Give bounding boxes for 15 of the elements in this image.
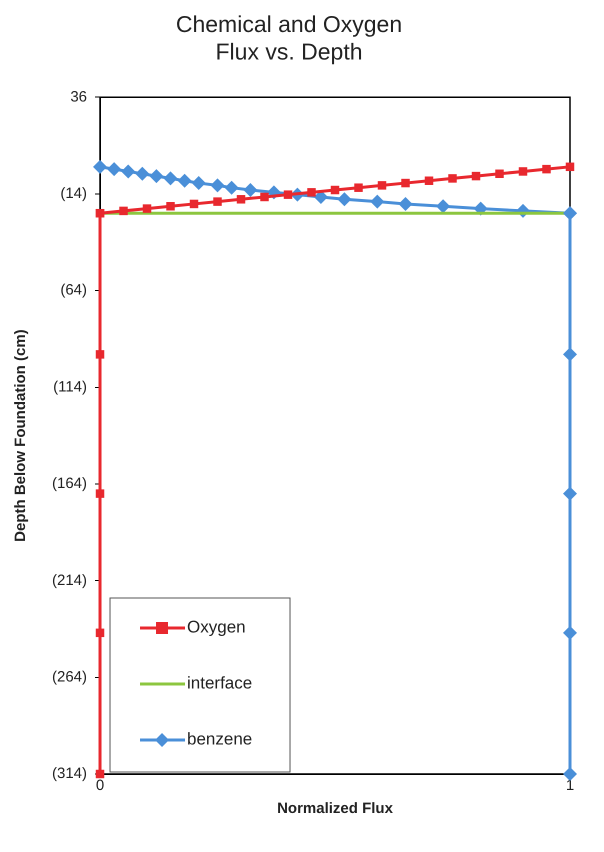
y-tick-label: (114) xyxy=(53,378,88,396)
legend-label: interface xyxy=(187,674,252,693)
legend-label: benzene xyxy=(187,730,252,749)
y-tick-label: (314) xyxy=(52,765,88,782)
y-tick-label: (14) xyxy=(60,185,88,202)
legend-label: Oxygen xyxy=(187,618,246,637)
y-tick-label: 36 xyxy=(70,88,88,106)
y-tick-label: (164) xyxy=(52,475,88,492)
y-tick-label: (264) xyxy=(52,668,88,686)
x-axis-title: Normalized Flux xyxy=(277,800,394,818)
x-tick-label: 0 xyxy=(96,777,104,794)
chart-title: Chemical and Oxygen Flux vs. Depth xyxy=(176,11,402,65)
y-axis-title: Depth Below Foundation (cm) xyxy=(12,329,30,542)
y-tick-label: (64) xyxy=(60,282,88,299)
y-tick-label: (214) xyxy=(52,572,88,589)
